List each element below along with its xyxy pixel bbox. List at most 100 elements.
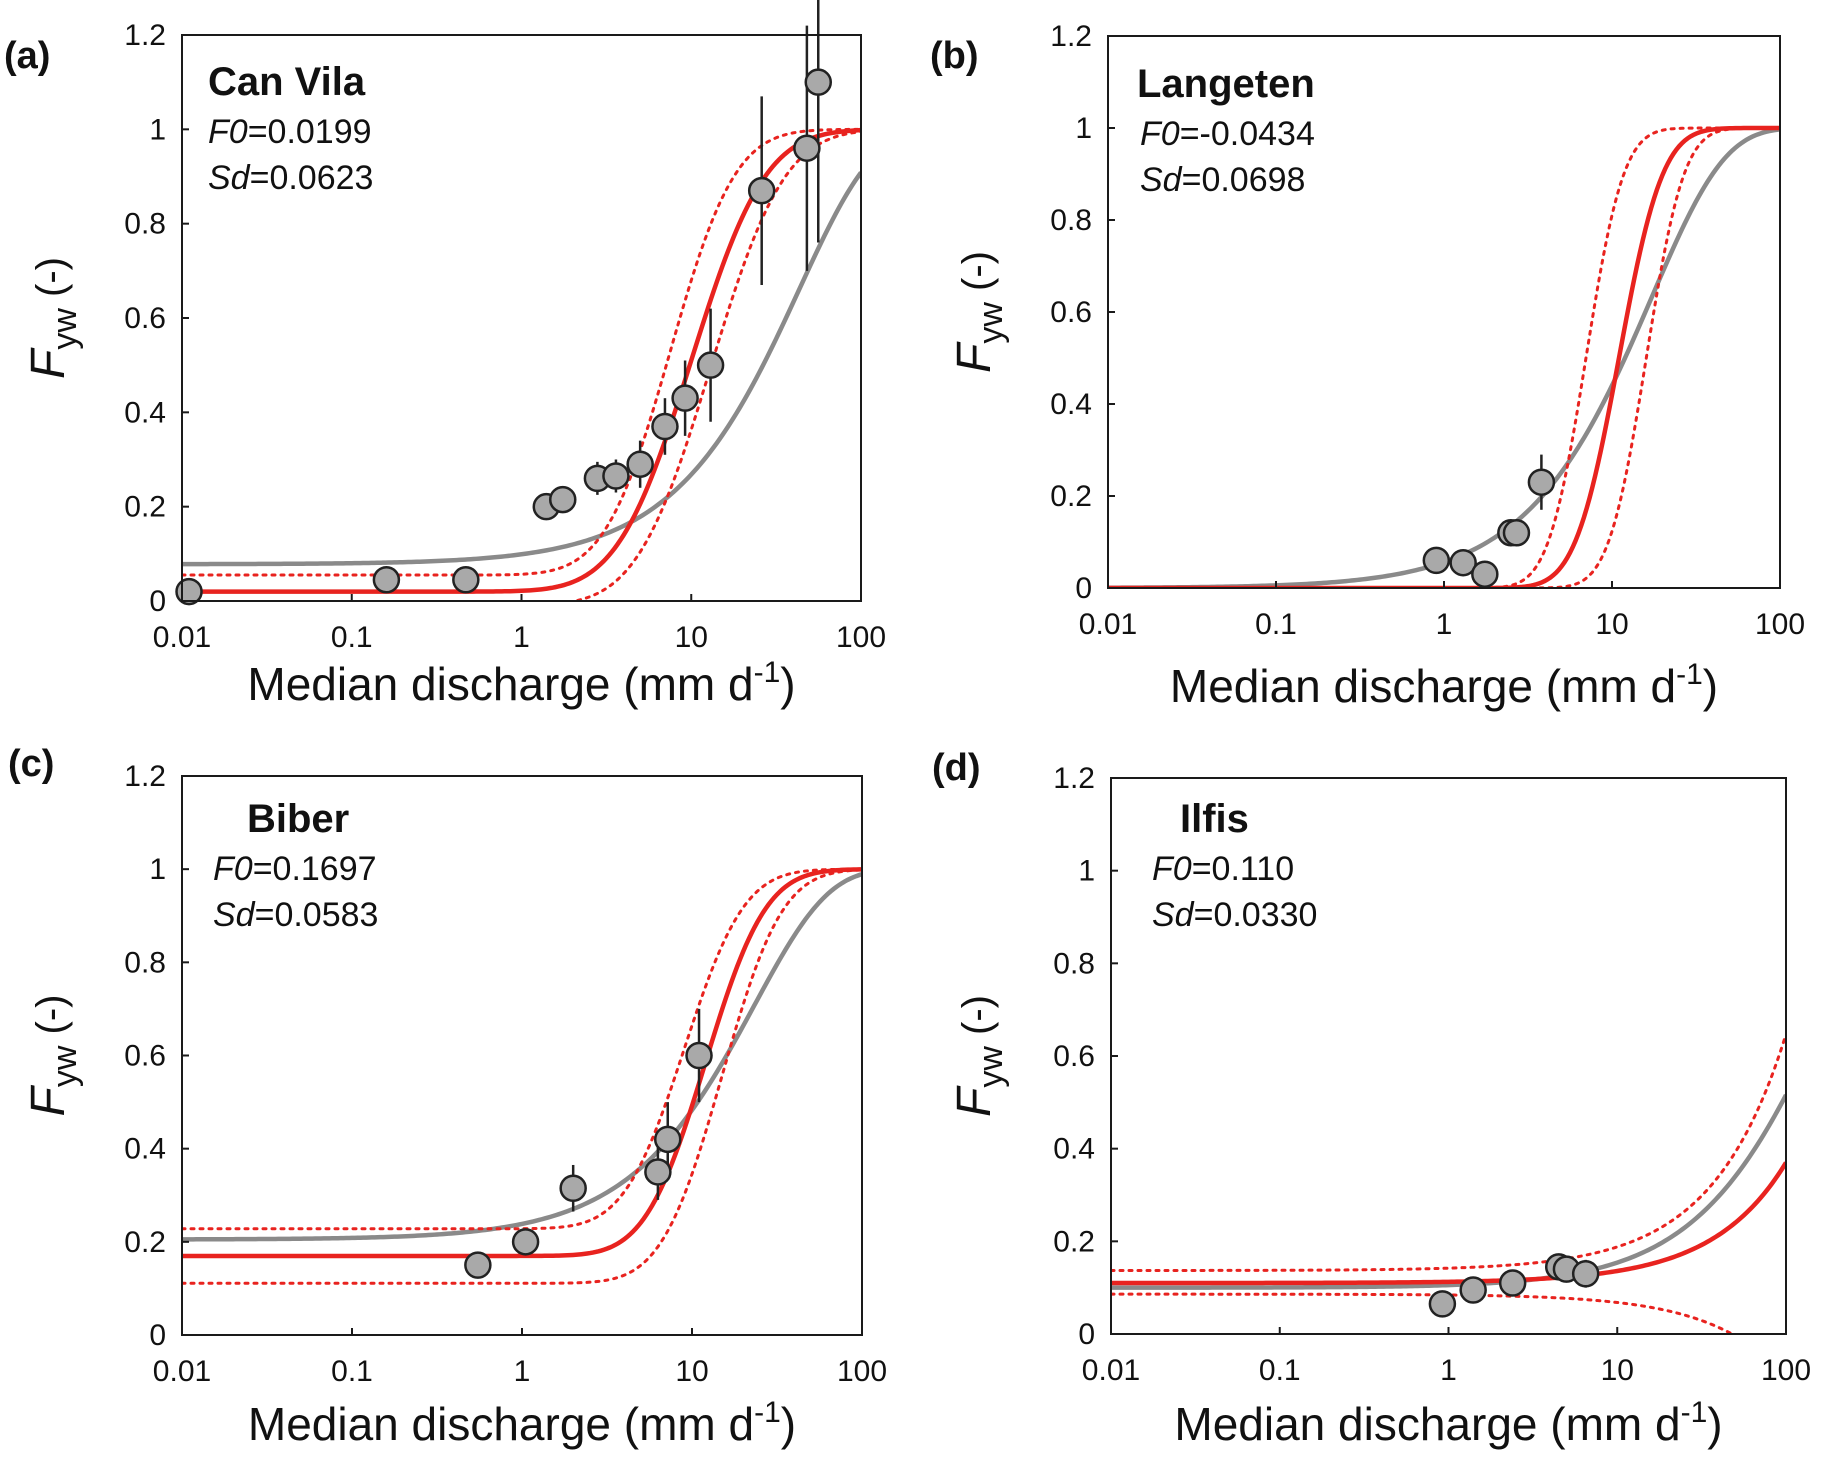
data-point (1498, 1269, 1527, 1297)
y-tick-label: 0.6 (1050, 296, 1092, 329)
data-point (651, 412, 679, 441)
y-tick-label: 1 (149, 113, 166, 146)
fit-line (1111, 1161, 1786, 1286)
panel-label: (a) (4, 35, 50, 77)
f0-value: F0=0.110 (1152, 850, 1294, 888)
data-point (747, 176, 776, 205)
y-tick-label: 1 (1078, 855, 1095, 888)
y-tick-label: 0.6 (1053, 1040, 1095, 1073)
y-tick-label: 0 (149, 585, 166, 618)
old-fit-line (182, 171, 861, 567)
sd-value: Sd=0.0623 (208, 159, 373, 197)
y-tick-label: 0.2 (1053, 1225, 1095, 1258)
panel-label: (c) (8, 743, 54, 785)
site-name: Biber (247, 797, 349, 841)
y-tick-label: 0.8 (1053, 947, 1095, 980)
y-tick-label: 0.4 (124, 1133, 166, 1166)
site-name: Can Vila (208, 60, 366, 104)
data-point (1471, 560, 1499, 588)
x-tick-label: 100 (1755, 608, 1805, 641)
data-point (626, 450, 654, 478)
fit-lower-bound-line (566, 130, 861, 601)
y-axis-title: Fyw (-) (22, 257, 84, 379)
y-tick-label: 0.6 (124, 1040, 166, 1073)
plot-area (182, 127, 861, 601)
y-tick-label: 0.4 (124, 396, 166, 429)
y-tick-label: 0.4 (1053, 1133, 1095, 1166)
y-tick-label: 0.6 (124, 302, 166, 335)
panel-d: 0.01 0.1 1 10 100 0 0.2 0.4 0.6 0.8 1 1.2 (d) Ilfis F0… (932, 747, 1811, 1450)
panel-c: 0.01 0.1 1 10 100 0 0.2 0.4 0.6 0.8 1 1.2 (c) Biber F0… (8, 743, 887, 1450)
sd-value: Sd=0.0330 (1152, 896, 1317, 934)
plot-area (182, 867, 862, 1285)
x-axis-title: Median discharge (mm d-1) (1170, 658, 1718, 712)
site-name: Ilfis (1180, 797, 1249, 841)
data-point (1502, 519, 1531, 547)
fit-line (1108, 125, 1780, 588)
y-tick-label: 0 (1078, 1318, 1095, 1351)
data-point (793, 134, 821, 162)
panel-a: 0.01 0.1 1 10 100 0 0.2 0.4 0.6 0.8 1 1.2 (a) Can Vil… (4, 0, 886, 710)
y-axis-title: Fyw (-) (22, 995, 84, 1117)
x-tick-label: 10 (1595, 608, 1628, 641)
plot-area (1111, 1032, 1786, 1334)
x-tick-label: 0.1 (331, 1355, 373, 1388)
y-tick-label: 0.8 (124, 946, 166, 979)
x-tick-label: 0.01 (1082, 1354, 1140, 1387)
old-fit-line (1111, 1093, 1786, 1290)
data-point (685, 1041, 713, 1070)
data-point (549, 485, 577, 514)
y-tick-label: 1 (1075, 112, 1092, 145)
x-tick-label: 10 (675, 621, 708, 654)
y-tick-label: 0.2 (124, 1226, 166, 1259)
x-tick-label: 0.01 (153, 621, 211, 654)
fit-lower-bound-line (1111, 1292, 1735, 1334)
x-tick-label: 0.1 (1259, 1354, 1301, 1387)
f0-value: F0=-0.0434 (1140, 115, 1315, 153)
f0-value: F0=0.1697 (213, 850, 377, 888)
data-point (1449, 548, 1477, 577)
y-tick-label: 0.2 (124, 491, 166, 524)
y-tick-label: 0.2 (1050, 480, 1092, 513)
y-tick-label: 0.4 (1050, 388, 1092, 421)
x-tick-label: 10 (1601, 1354, 1634, 1387)
x-tick-label: 1 (514, 1355, 531, 1388)
panel-label: (b) (930, 35, 979, 77)
x-tick-label: 0.01 (1079, 608, 1137, 641)
y-tick-label: 0.8 (124, 208, 166, 241)
y-tick-label: 0 (1075, 572, 1092, 605)
data-point (1428, 1290, 1457, 1318)
y-tick-label: 1 (149, 853, 166, 886)
x-tick-label: 100 (836, 621, 886, 654)
y-tick-label: 1.2 (1053, 762, 1095, 795)
x-axis-title: Median discharge (mm d-1) (1174, 1396, 1722, 1450)
data-point (671, 384, 699, 412)
panel-b: 0.01 0.1 1 10 100 0 0.2 0.4 0.6 0.8 1 1.2 (b) Langete… (930, 20, 1805, 712)
sd-value: Sd=0.0698 (1140, 161, 1305, 199)
fit-line (182, 127, 861, 594)
fit-upper-bound-line (1111, 1032, 1786, 1272)
x-tick-label: 10 (675, 1355, 708, 1388)
y-tick-label: 0.8 (1050, 204, 1092, 237)
panel-label: (d) (932, 747, 981, 789)
y-axis-title: Fyw (-) (948, 251, 1010, 373)
x-tick-label: 1 (513, 621, 530, 654)
x-tick-label: 0.1 (331, 621, 373, 654)
data-point (511, 1228, 540, 1256)
data-point (464, 1251, 492, 1279)
y-tick-label: 1.2 (1050, 20, 1092, 53)
x-axis-title: Median discharge (mm d-1) (248, 1396, 796, 1450)
data-point (602, 462, 630, 490)
x-tick-label: 1 (1436, 608, 1453, 641)
y-tick-label: 0 (149, 1319, 166, 1352)
y-tick-label: 1.2 (124, 760, 166, 793)
x-tick-label: 100 (1761, 1354, 1811, 1387)
data-point (653, 1125, 682, 1154)
data-point (372, 566, 401, 594)
old-fit-line (182, 872, 862, 1242)
data-point (696, 351, 725, 379)
data-point (452, 566, 480, 594)
data-point (644, 1158, 672, 1186)
data-point (1422, 546, 1451, 575)
x-axis-title: Median discharge (mm d-1) (247, 656, 795, 710)
